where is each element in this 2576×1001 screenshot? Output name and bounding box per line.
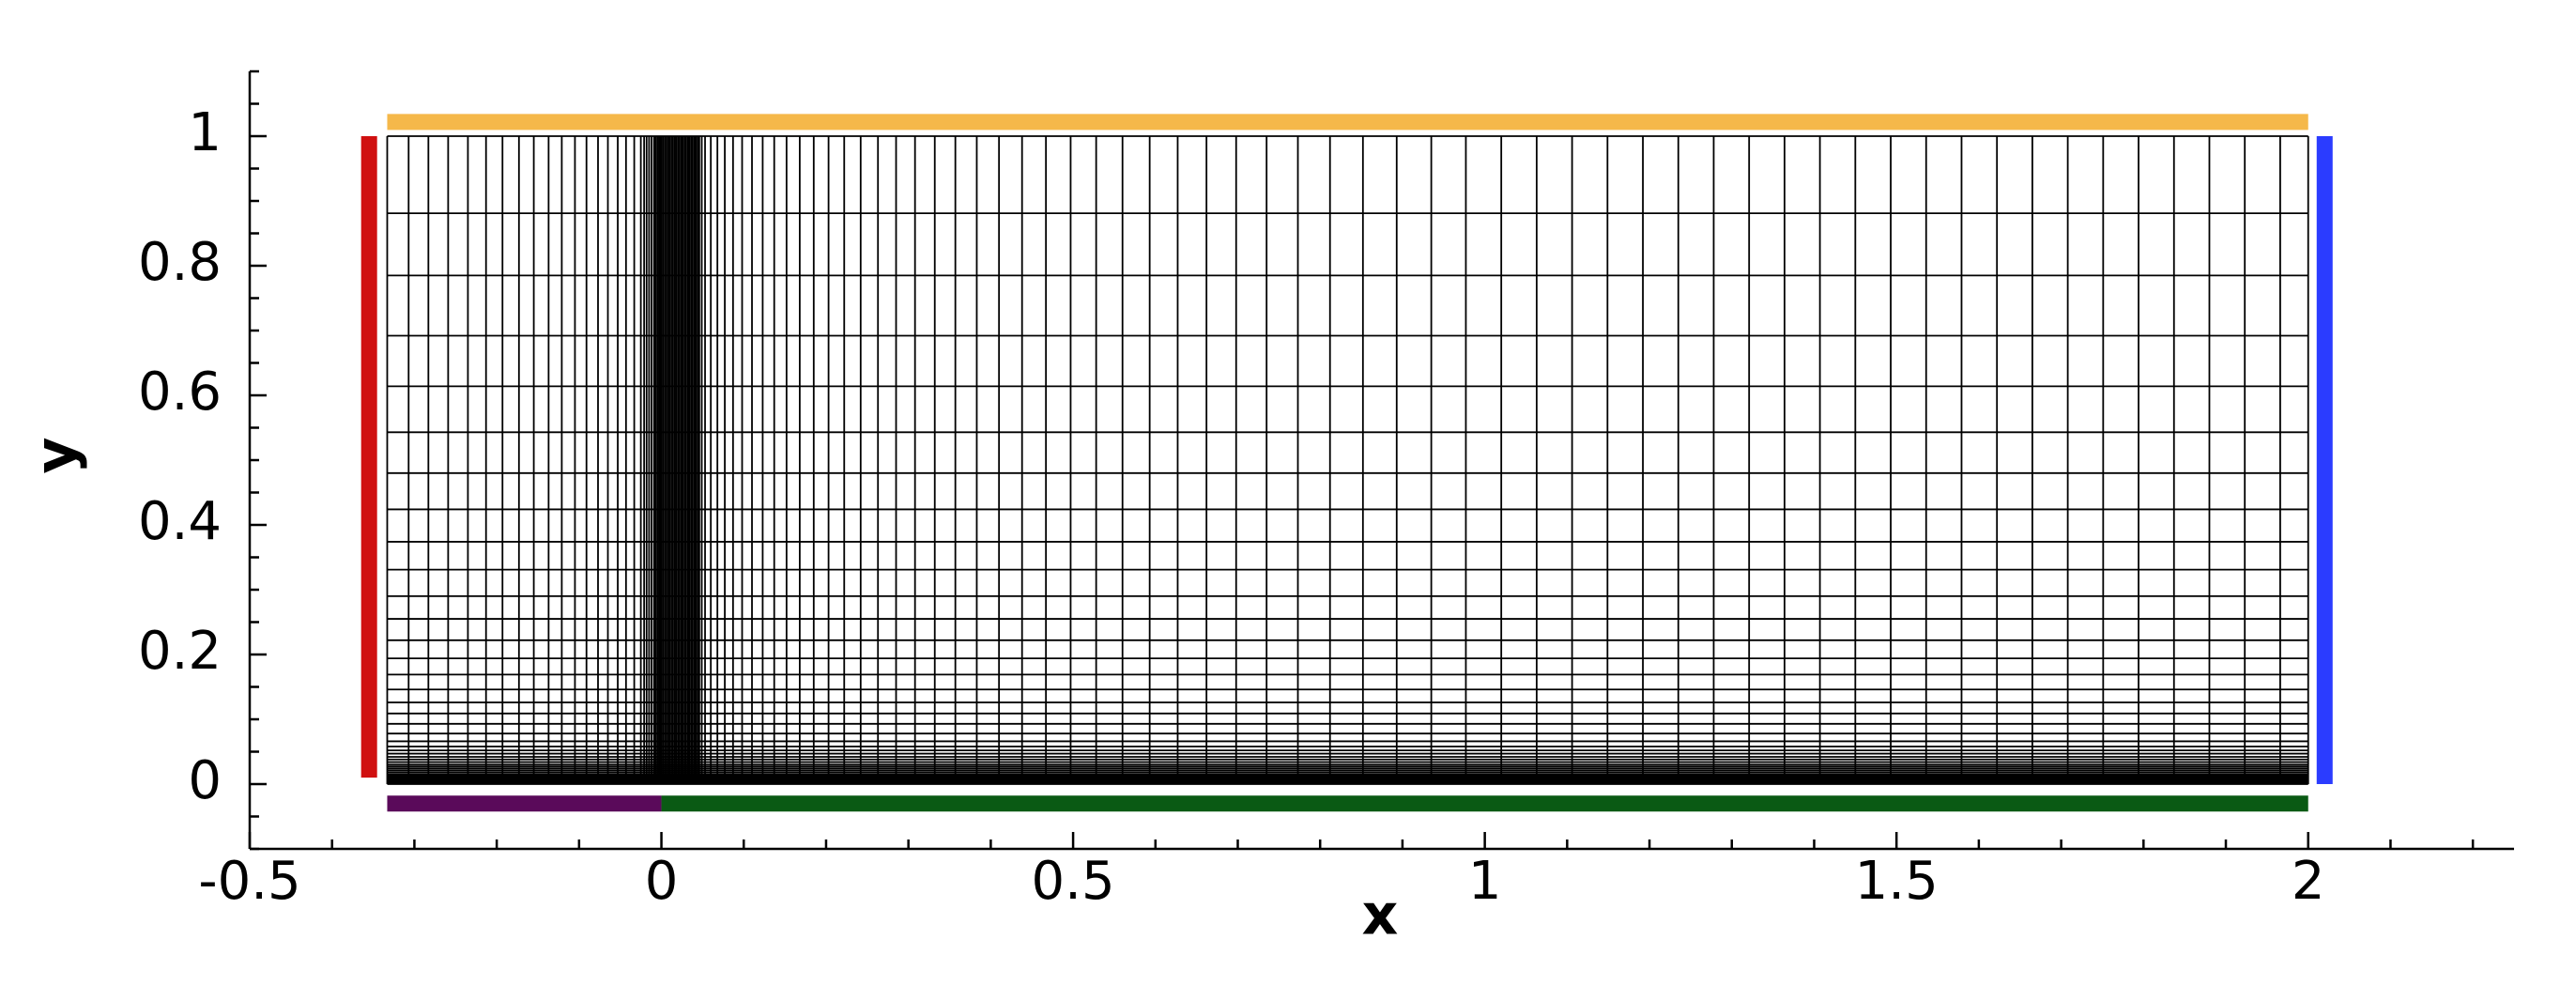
x-tick-label: 2 [2292, 851, 2325, 912]
y-tick-label: 0.4 [138, 491, 222, 552]
x-tick-label: 0.5 [1032, 851, 1115, 912]
y-tick-label: 0.2 [138, 621, 222, 682]
y-tick-label: 1 [188, 102, 222, 163]
y-tick-label: 0 [188, 750, 222, 811]
y-axis-label: y [23, 437, 89, 473]
y-tick-label: 0.6 [138, 362, 222, 423]
x-axis-label: x [1362, 883, 1399, 948]
y-tick-label: 0.8 [138, 232, 222, 293]
x-tick-label: 0 [645, 851, 679, 912]
x-tick-label: 1.5 [1855, 851, 1939, 912]
x-tick-label: -0.5 [198, 851, 300, 912]
x-tick-label: 1 [1468, 851, 1502, 912]
